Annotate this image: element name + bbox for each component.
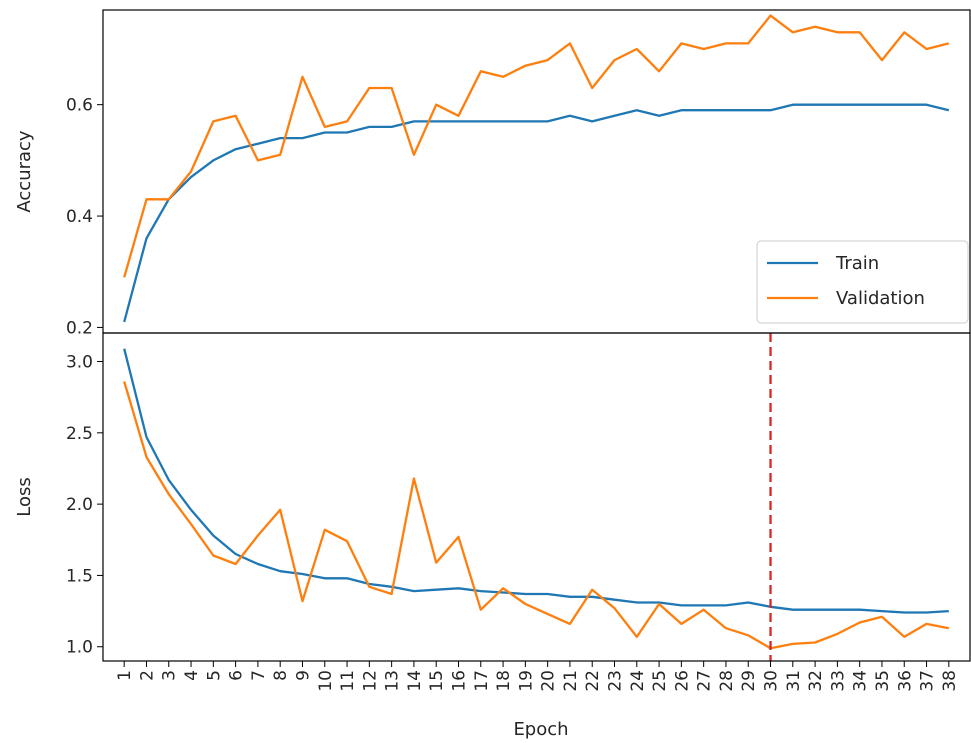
x-tick-label: 4 xyxy=(182,670,202,681)
x-tick-label: 37 xyxy=(918,670,938,692)
x-tick-label: 9 xyxy=(293,670,313,681)
loss-y-tick-label: 3.0 xyxy=(66,353,93,373)
x-tick-label: 13 xyxy=(383,670,403,692)
x-tick-label: 10 xyxy=(316,670,336,692)
accuracy-validation-line xyxy=(123,14,950,278)
x-tick-label: 18 xyxy=(494,670,514,692)
x-tick-label: 31 xyxy=(784,670,804,692)
x-tick-label: 24 xyxy=(628,670,648,692)
x-tick-label: 5 xyxy=(204,670,224,681)
x-tick-label: 33 xyxy=(828,670,848,692)
x-tick-label: 25 xyxy=(650,670,670,692)
x-tick-label: 16 xyxy=(449,670,469,692)
loss-train-line xyxy=(123,348,949,614)
x-tick-label: 27 xyxy=(695,670,715,692)
legend-train-label: Train xyxy=(835,253,879,274)
x-tick-label: 20 xyxy=(539,670,559,692)
accuracy-y-axis-title: Accuracy xyxy=(14,130,35,213)
x-tick-label: 28 xyxy=(717,670,737,692)
accuracy-panel: 0.2 0.4 0.6 Accuracy xyxy=(14,9,971,338)
accuracy-train-line xyxy=(123,103,950,323)
loss-axes-frame xyxy=(102,332,971,662)
accuracy-y-tick-label: 0.2 xyxy=(66,318,93,338)
loss-y-tick-label: 1.5 xyxy=(66,566,93,586)
x-tick-label: 6 xyxy=(227,670,247,681)
x-tick-label: 12 xyxy=(360,670,380,692)
legend: Train Validation xyxy=(756,240,969,324)
x-tick-label: 21 xyxy=(561,670,581,692)
x-tick-label: 11 xyxy=(338,670,358,692)
x-tick-label: 36 xyxy=(895,670,915,692)
x-tick-label: 23 xyxy=(606,670,626,692)
x-tick-label: 1 xyxy=(115,670,135,681)
x-tick-label: 17 xyxy=(472,670,492,692)
legend-validation-label: Validation xyxy=(836,288,925,309)
x-tick-label: 32 xyxy=(806,670,826,692)
x-tick-label: 26 xyxy=(672,670,692,692)
x-tick-label: 22 xyxy=(583,670,603,692)
loss-y-tick-label: 2.5 xyxy=(66,424,93,444)
x-tick-label: 2 xyxy=(137,670,157,681)
x-tick-label: 3 xyxy=(160,670,180,681)
legend-box xyxy=(756,240,969,324)
loss-validation-line xyxy=(123,381,950,650)
x-tick-label: 15 xyxy=(427,670,447,692)
loss-y-tick-label: 2.0 xyxy=(66,495,93,515)
x-tick-label: 35 xyxy=(873,670,893,692)
x-tick-label: 14 xyxy=(405,670,425,692)
x-tick-label: 29 xyxy=(739,670,759,692)
x-axis-title: Epoch xyxy=(513,719,568,740)
loss-y-axis-title: Loss xyxy=(14,477,35,516)
loss-y-tick-label: 1.0 xyxy=(66,638,93,658)
accuracy-y-tick-label: 0.4 xyxy=(66,207,93,227)
x-tick-label: 34 xyxy=(851,670,871,692)
x-tick-label: 30 xyxy=(762,670,782,692)
x-tick-label: 7 xyxy=(249,670,269,681)
x-tick-label: 8 xyxy=(271,670,291,681)
accuracy-y-tick-label: 0.6 xyxy=(66,96,93,116)
x-tick-label: 19 xyxy=(516,670,536,692)
x-tick-label: 38 xyxy=(940,670,960,692)
